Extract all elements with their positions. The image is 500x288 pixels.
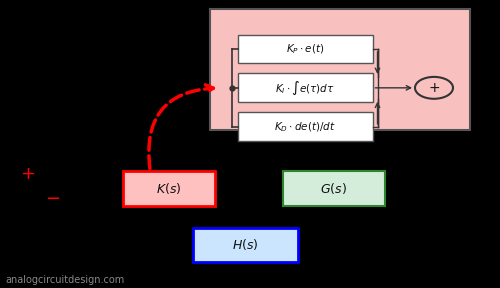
Text: $K_I \cdot \int e(\tau)d\tau$: $K_I \cdot \int e(\tau)d\tau$ [275, 79, 335, 97]
FancyBboxPatch shape [282, 171, 385, 206]
FancyBboxPatch shape [238, 112, 372, 141]
FancyBboxPatch shape [238, 73, 372, 102]
Text: $G(s)$: $G(s)$ [320, 181, 347, 196]
Text: $+$: $+$ [428, 81, 440, 95]
Text: $-$: $-$ [45, 188, 60, 206]
FancyBboxPatch shape [238, 35, 372, 63]
FancyBboxPatch shape [122, 171, 215, 206]
Text: $K_P \cdot e(t)$: $K_P \cdot e(t)$ [286, 42, 324, 56]
Text: analogcircuitdesign.com: analogcircuitdesign.com [5, 275, 124, 285]
Text: $K_D \cdot de(t)/dt$: $K_D \cdot de(t)/dt$ [274, 120, 336, 134]
Text: $H(s)$: $H(s)$ [232, 237, 258, 252]
FancyBboxPatch shape [192, 228, 298, 262]
Text: $+$: $+$ [20, 165, 35, 183]
FancyBboxPatch shape [210, 9, 470, 130]
Text: $K(s)$: $K(s)$ [156, 181, 182, 196]
